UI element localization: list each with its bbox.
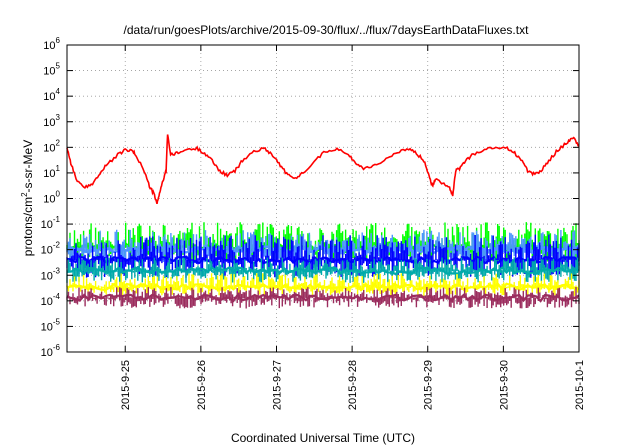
y-axis: 10-6 10-5 10-4 10-3 10-2 10-1 100 101 102 103 104 1… [41,36,579,359]
y-tick-label: 102 [43,138,60,154]
y-tick-label: 106 [43,36,60,52]
y-tick-label: 100 [43,190,60,206]
y-tick-label: 105 [43,62,60,78]
x-axis: 2015-9-25 2015-9-26 2015-9-27 2015-9-28 2015… [120,45,586,410]
series-layer [66,134,580,309]
grid-lines [67,44,580,353]
x-tick-label: 2015-9-30 [498,360,510,410]
y-axis-title: protons/cm2-s-sr-MeV [20,140,35,256]
x-tick-label: 2015-9-29 [423,360,435,410]
y-tick-label: 10-5 [41,317,61,333]
y-tick-label: 10-1 [41,215,61,231]
y-tick-label: 103 [43,113,60,129]
y-tick-label: 10-2 [41,241,61,257]
y-tick-label: 10-4 [41,292,61,308]
series-base-5 [66,281,580,292]
series-line-0 [66,134,580,205]
x-tick-label: 2015-10-1 [574,360,586,410]
x-tick-label: 2015-9-26 [196,360,208,410]
x-axis-title: Coordinated Universal Time (UTC) [231,431,415,445]
x-tick-label: 2015-9-28 [347,360,359,410]
y-tick-label: 101 [43,164,60,180]
y-tick-label: 10-3 [41,266,61,282]
y-tick-label: 10-6 [41,343,61,359]
series-base-6 [66,292,580,303]
series-base-3 [66,255,580,265]
x-tick-label: 2015-9-25 [120,360,132,410]
y-tick-label: 104 [43,87,60,103]
x-tick-label: 2015-9-27 [271,360,283,410]
chart-title: /data/run/goesPlots/archive/2015-09-30/f… [124,23,530,37]
series-base-4 [66,266,580,276]
